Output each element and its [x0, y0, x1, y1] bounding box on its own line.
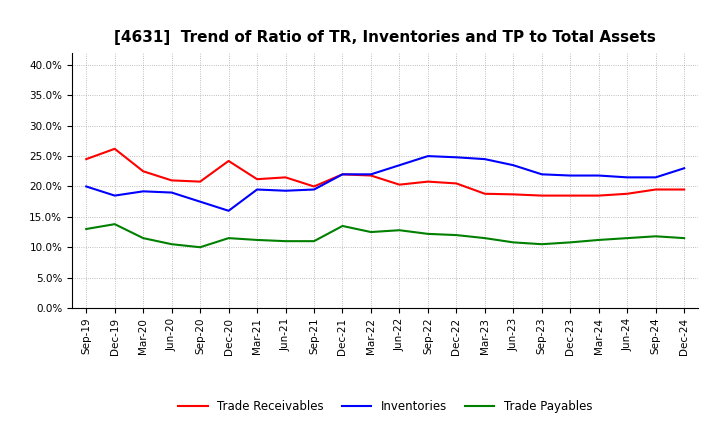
Inventories: [395, 162, 404, 168]
Inventories: [480, 157, 489, 162]
Trade Payables: [537, 242, 546, 247]
Trade Receivables: [623, 191, 631, 196]
Inventories: [196, 199, 204, 204]
Inventories: [225, 208, 233, 213]
Inventories: [423, 154, 432, 159]
Trade Payables: [110, 221, 119, 227]
Trade Payables: [167, 242, 176, 247]
Inventories: [623, 175, 631, 180]
Trade Payables: [395, 227, 404, 233]
Trade Payables: [480, 235, 489, 241]
Trade Receivables: [167, 178, 176, 183]
Trade Receivables: [253, 176, 261, 182]
Trade Receivables: [82, 157, 91, 162]
Trade Receivables: [595, 193, 603, 198]
Trade Receivables: [680, 187, 688, 192]
Inventories: [253, 187, 261, 192]
Trade Payables: [338, 224, 347, 229]
Inventories: [680, 165, 688, 171]
Inventories: [452, 155, 461, 160]
Inventories: [139, 189, 148, 194]
Trade Receivables: [423, 179, 432, 184]
Trade Receivables: [139, 169, 148, 174]
Trade Payables: [680, 235, 688, 241]
Inventories: [310, 187, 318, 192]
Trade Payables: [652, 234, 660, 239]
Inventories: [537, 172, 546, 177]
Trade Receivables: [110, 146, 119, 151]
Inventories: [652, 175, 660, 180]
Trade Payables: [366, 229, 375, 235]
Inventories: [338, 172, 347, 177]
Trade Payables: [566, 240, 575, 245]
Inventories: [167, 190, 176, 195]
Trade Receivables: [366, 173, 375, 178]
Trade Receivables: [395, 182, 404, 187]
Inventories: [595, 173, 603, 178]
Trade Payables: [139, 235, 148, 241]
Trade Payables: [225, 235, 233, 241]
Trade Receivables: [452, 181, 461, 186]
Inventories: [282, 188, 290, 193]
Inventories: [82, 184, 91, 189]
Trade Payables: [509, 240, 518, 245]
Trade Payables: [623, 235, 631, 241]
Inventories: [366, 172, 375, 177]
Trade Receivables: [282, 175, 290, 180]
Trade Receivables: [566, 193, 575, 198]
Trade Payables: [452, 232, 461, 238]
Inventories: [110, 193, 119, 198]
Trade Payables: [196, 245, 204, 250]
Inventories: [566, 173, 575, 178]
Trade Payables: [253, 237, 261, 242]
Title: [4631]  Trend of Ratio of TR, Inventories and TP to Total Assets: [4631] Trend of Ratio of TR, Inventories…: [114, 29, 656, 45]
Trade Receivables: [310, 184, 318, 189]
Trade Receivables: [480, 191, 489, 196]
Trade Receivables: [652, 187, 660, 192]
Line: Trade Payables: Trade Payables: [86, 224, 684, 247]
Trade Receivables: [338, 172, 347, 177]
Trade Payables: [82, 226, 91, 231]
Trade Payables: [595, 237, 603, 242]
Legend: Trade Receivables, Inventories, Trade Payables: Trade Receivables, Inventories, Trade Pa…: [174, 396, 597, 418]
Trade Payables: [310, 238, 318, 244]
Trade Receivables: [537, 193, 546, 198]
Trade Payables: [423, 231, 432, 237]
Line: Inventories: Inventories: [86, 156, 684, 211]
Trade Receivables: [196, 179, 204, 184]
Trade Payables: [282, 238, 290, 244]
Inventories: [509, 162, 518, 168]
Trade Receivables: [509, 192, 518, 197]
Trade Receivables: [225, 158, 233, 164]
Line: Trade Receivables: Trade Receivables: [86, 149, 684, 196]
